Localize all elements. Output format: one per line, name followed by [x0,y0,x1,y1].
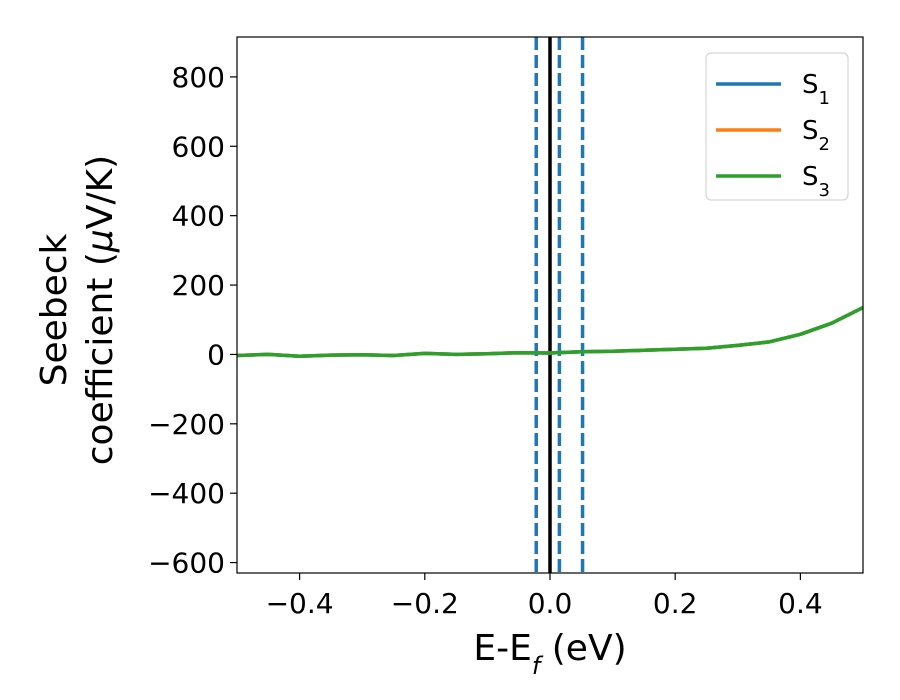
y-axis-title-line2: coefficient (μV/K) [80,155,121,465]
x-tick-label: −0.4 [266,587,334,620]
legend-label: S1 [802,70,830,109]
series-lines [237,306,863,358]
y-tick-label: −600 [148,547,225,580]
y-tick-label: 400 [172,200,225,233]
series-line-s3 [237,306,863,358]
legend: S1 S2 S3 [705,52,849,201]
y-tick-label: 800 [172,61,225,94]
x-tick-label: 0.0 [528,587,573,620]
x-tick-label: 0.4 [778,587,823,620]
x-axis-ticks: −0.4 −0.2 0.0 0.2 0.4 [266,573,823,620]
y-axis-title: Seebeck coefficient (μV/K) [34,155,121,465]
y-tick-label: −200 [148,408,225,441]
y-axis-title-line1: Seebeck [34,233,75,386]
y-tick-label: 0 [207,338,225,371]
legend-label: S2 [802,116,830,155]
x-axis-title: E-Ef (eV) [473,628,626,680]
plot-frame [236,36,864,574]
y-axis-ticks: 800 600 400 200 0 −200 −400 −600 [148,61,237,580]
y-tick-label: −400 [148,477,225,510]
legend-box [705,52,849,201]
legend-label: S3 [802,162,830,201]
plot-area [237,37,863,573]
x-tick-label: 0.2 [653,587,698,620]
y-tick-label: 600 [172,130,225,163]
reference-lines [534,37,585,573]
y-tick-label: 200 [172,269,225,302]
x-tick-label: −0.2 [391,587,459,620]
